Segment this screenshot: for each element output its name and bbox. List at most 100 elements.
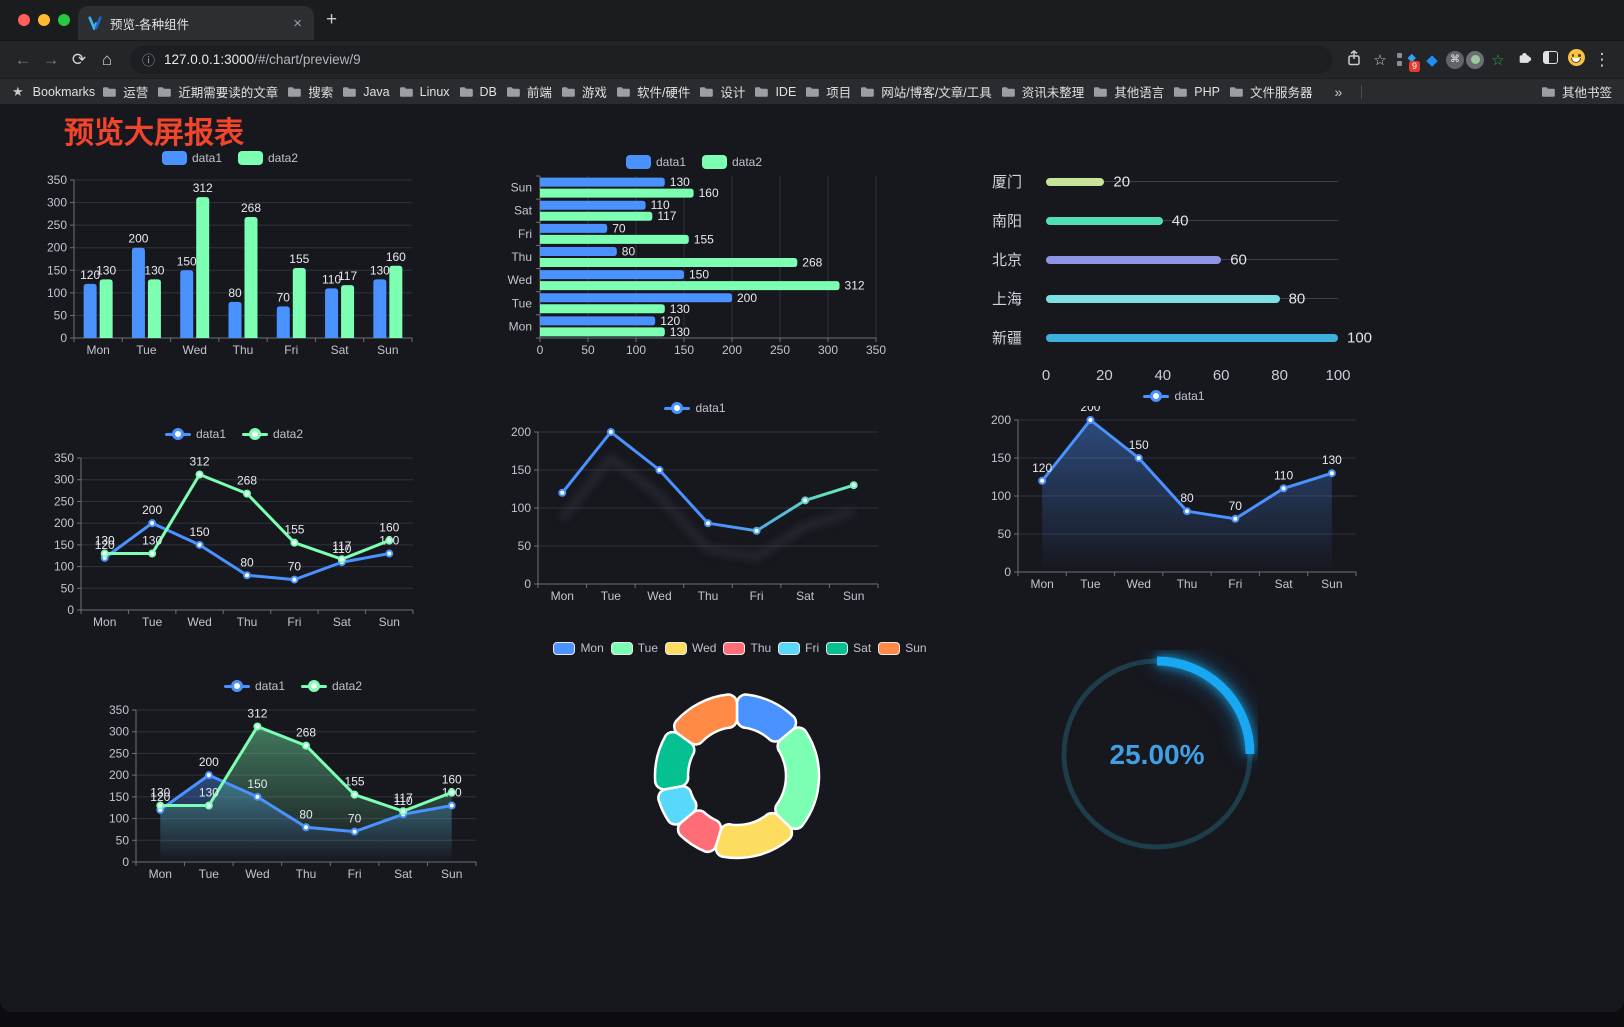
address-bar[interactable]: ⓘ 127.0.0.1:3000/#/chart/preview/9 [130,45,1332,74]
progress-bar-chart[interactable]: 厦门 20 南阳 40 北京 60 上海 80 新疆 100 0 20 40 60 80 100 [992,160,1384,384]
bookmark-folder[interactable]: Linux [399,85,450,99]
legend-item-data1[interactable]: data1 [1143,389,1205,403]
legend-item-Wed[interactable]: Wed [665,641,716,655]
bookmark-folder[interactable]: 网站/博客/文章/工具 [860,82,992,101]
bar-chart-legend[interactable]: data1 data2 [40,148,420,168]
legend-item-Sun[interactable]: Sun [878,641,927,655]
bookmark-folder[interactable]: 近期需要读的文章 [157,82,278,101]
bookmark-folder[interactable]: 前端 [506,82,552,101]
bookmarks-star-icon[interactable]: ★ [12,83,24,99]
sidebar-toggle-icon[interactable] [1538,51,1562,68]
dual-area-chart-legend[interactable]: data1 data2 [100,676,486,696]
legend-item-data1[interactable]: data1 [223,679,285,693]
progress-fill [1046,177,1105,186]
legend-item-data2[interactable]: data2 [238,151,298,165]
legend-item-Mon[interactable]: Mon [553,641,604,655]
legend-item-data2[interactable]: data2 [301,679,362,693]
donut-chart-legend[interactable]: Mon Tue Wed Thu Fri Sat Sun [540,638,940,658]
legend-label: Mon [580,641,604,655]
tab-close-icon[interactable]: × [293,14,302,32]
bookmark-folder[interactable]: DB [459,85,497,99]
bookmark-folder[interactable]: 游戏 [561,82,607,101]
line-chart-legend[interactable]: data1 data2 [45,424,423,444]
bookmark-folder[interactable]: 资讯未整理 [1001,82,1084,101]
minimize-window-button[interactable] [38,14,50,26]
progress-row-北京[interactable]: 北京 60 [992,240,1384,279]
extension-tabs-icon[interactable]: ◆ 9 [1394,50,1420,72]
gradient-line-chart-canvas[interactable]: 0 50 100 150 200 Mon Tue Wed Thu Fri Sat Sun [502,418,888,610]
bookmark-folder[interactable]: 搜索 [287,82,333,101]
other-bookmarks[interactable]: 其他书签 [1541,82,1612,101]
donut-slice-Wed[interactable] [714,811,794,860]
dual-area-chart[interactable]: data1 data2 0 50 100 150 200 250 300 350 Mon Tue Wed… [100,676,486,888]
horizontal-bar-chart-legend[interactable]: data1 data2 [498,152,890,172]
legend-item-data1[interactable]: data1 [164,427,226,441]
donut-chart-canvas[interactable] [540,658,940,882]
forward-icon[interactable]: → [42,49,60,69]
donut-slice-Sun[interactable] [673,693,739,746]
donut-slice-Fri[interactable] [657,784,698,826]
bookmark-folder[interactable]: 项目 [805,82,851,101]
extension-recorder-icon[interactable] [1466,50,1484,69]
browser-tab[interactable]: 预览-各种组件 × [78,6,314,40]
legend-item-Tue[interactable]: Tue [610,641,658,655]
line-chart-canvas[interactable]: 0 50 100 150 200 250 300 350 Mon Tue Wed Thu Fri Sat S… [45,444,423,636]
bookmark-folder[interactable]: 其他语言 [1093,82,1164,101]
home-icon[interactable]: ⌂ [101,49,113,69]
bookmark-folder[interactable]: Java [342,85,390,99]
reload-icon[interactable]: ⟳ [71,49,87,69]
legend-item-data1[interactable]: data1 [664,401,726,415]
bookmark-folder[interactable]: IDE [754,85,796,99]
bookmark-folder[interactable]: 运营 [102,82,148,101]
close-window-button[interactable] [18,14,30,26]
gauge-chart-canvas[interactable]: 25.00% [1056,650,1258,860]
bookmarks-label[interactable]: Bookmarks [32,84,96,99]
bookmark-folder[interactable]: 软件/硬件 [616,82,690,101]
bar-chart[interactable]: data1 data2 0 50 100 150 200 250 300 350 Mon Tue Wed… [40,148,420,362]
donut-slice-Sat[interactable] [653,730,696,791]
extension-star-icon[interactable]: ☆ [1491,51,1505,69]
fullscreen-window-button[interactable] [58,14,70,26]
gauge-chart[interactable]: 25.00% [1056,650,1258,860]
horizontal-bar-chart[interactable]: data1 data2 0 50 100 150 200 250 300 350 Mon Tue Wed… [498,152,890,364]
share-icon[interactable] [1342,49,1366,70]
progress-row-上海[interactable]: 上海 80 [992,279,1384,318]
legend-item-data1[interactable]: data1 [625,155,686,169]
extension-gem-icon[interactable]: ◆ [1426,51,1438,69]
bookmark-folder[interactable]: 文件服务器 [1229,82,1312,101]
menu-kebab-icon[interactable]: ⋮ [1593,49,1611,69]
area-chart[interactable]: data1 0 50 100 150 200 Mon Tue Wed Thu Fri Sat Sun 12… [982,386,1366,598]
bookmark-folder[interactable]: 设计 [699,82,745,101]
new-tab-button[interactable]: + [326,9,338,30]
bookmarks-bar: ★ Bookmarks 运营 近期需要读的文章 搜索 [0,78,1624,104]
line-chart[interactable]: data1 data2 0 50 100 150 200 250 300 350 Mon Tue Wed… [45,424,423,636]
area-chart-canvas[interactable]: 0 50 100 150 200 Mon Tue Wed Thu Fri Sat Sun 120 200 1… [982,400,1366,598]
legend-item-data2[interactable]: data2 [702,155,762,169]
donut-slice-Thu[interactable] [676,809,723,854]
back-icon[interactable]: ← [14,49,32,69]
area-chart-legend[interactable]: data1 [982,386,1366,406]
horizontal-bar-chart-canvas[interactable]: 0 50 100 150 200 250 300 350 Mon Tue Wed Thu Fri Sat S… [498,172,890,364]
gradient-line-chart[interactable]: data1 0 50 100 150 200 Mon Tue Wed Thu Fri Sat Sun [502,398,888,610]
site-info-icon[interactable]: ⓘ [142,53,156,68]
donut-slice-Tue[interactable] [774,726,821,831]
legend-item-data2[interactable]: data2 [242,427,303,441]
bookmarks-overflow-chevron[interactable]: » [1334,83,1343,100]
bar-chart-canvas[interactable]: 0 50 100 150 200 250 300 350 Mon Tue Wed Thu Fri Sat S… [40,168,420,362]
donut-chart[interactable]: Mon Tue Wed Thu Fri Sat Sun [540,638,940,882]
legend-item-Fri[interactable]: Fri [778,641,819,655]
progress-row-厦门[interactable]: 厦门 20 [992,162,1384,201]
legend-item-Sat[interactable]: Sat [826,641,871,655]
svg-text:80: 80 [622,245,636,259]
progress-row-新疆[interactable]: 新疆 100 [992,318,1384,357]
progress-row-南阳[interactable]: 南阳 40 [992,201,1384,240]
gradient-line-chart-legend[interactable]: data1 [502,398,888,418]
extension-command-icon[interactable]: ⌘ [1446,50,1464,69]
extensions-puzzle-icon[interactable] [1512,50,1536,69]
legend-item-Thu[interactable]: Thu [723,641,771,655]
bookmark-folder[interactable]: PHP [1173,85,1220,99]
legend-item-data1[interactable]: data1 [161,151,222,165]
emoji-extension-icon[interactable] [1564,49,1588,70]
bookmark-star-icon[interactable]: ☆ [1373,51,1387,69]
dual-area-chart-canvas[interactable]: 0 50 100 150 200 250 300 350 Mon Tue Wed Thu Fri Sat S… [100,696,486,888]
